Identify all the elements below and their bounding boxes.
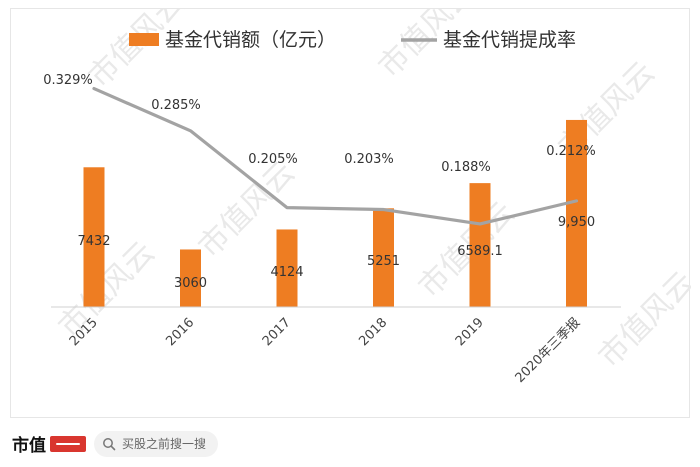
chart-frame: 市值风云 市值风云 市值风云 市值风云 市值风云 市值风云 市值风云 7432 3060 4124… <box>10 8 691 418</box>
line-value-label: 0.212% <box>546 144 596 159</box>
bar-value-label: 3060 <box>174 276 207 291</box>
bar <box>83 167 105 307</box>
brand-name: 市值 <box>12 436 46 456</box>
line-series <box>92 86 579 226</box>
bar-value-label: 4124 <box>270 265 303 280</box>
line-value-label: 0.285% <box>151 98 201 113</box>
bar <box>180 249 201 307</box>
x-tick-label: 2016 <box>163 315 197 349</box>
line-value-label: 0.203% <box>344 152 394 167</box>
line-value-label: 0.188% <box>441 160 491 175</box>
x-tick-label: 2018 <box>356 315 390 349</box>
footer-bar: 市值 买股之前搜一搜 <box>0 420 700 467</box>
search-text: 买股之前搜一搜 <box>122 437 207 451</box>
brand-logo[interactable]: 市值 <box>12 431 86 456</box>
bar <box>276 229 298 307</box>
bar <box>566 119 587 307</box>
x-tick-label: 2017 <box>260 315 294 349</box>
watermark-text: 市值风云 <box>592 265 691 375</box>
x-tick-label: 2020年三季报 <box>513 315 584 386</box>
legend-bar-swatch <box>129 33 159 46</box>
search-pill[interactable]: 买股之前搜一搜 <box>94 430 219 457</box>
legend-bar-label: 基金代销额（亿元） <box>165 29 336 51</box>
watermark-text: 市值风云 <box>82 9 192 95</box>
line-value-label: 0.329% <box>43 73 93 88</box>
bar-value-label: 7432 <box>77 234 110 249</box>
line-value-label: 0.205% <box>248 152 298 167</box>
bar-value-label: 6589.1 <box>457 244 503 259</box>
brand-seal-icon <box>50 435 86 452</box>
legend-line-label: 基金代销提成率 <box>443 29 576 51</box>
x-tick-label: 2019 <box>453 315 487 349</box>
search-icon <box>103 437 116 450</box>
bar <box>373 208 394 307</box>
watermark-text: 市值风云 <box>52 235 162 345</box>
bar-value-label: 5251 <box>367 254 400 269</box>
bar-value-label: 9,950 <box>558 215 595 230</box>
bar <box>469 183 491 307</box>
